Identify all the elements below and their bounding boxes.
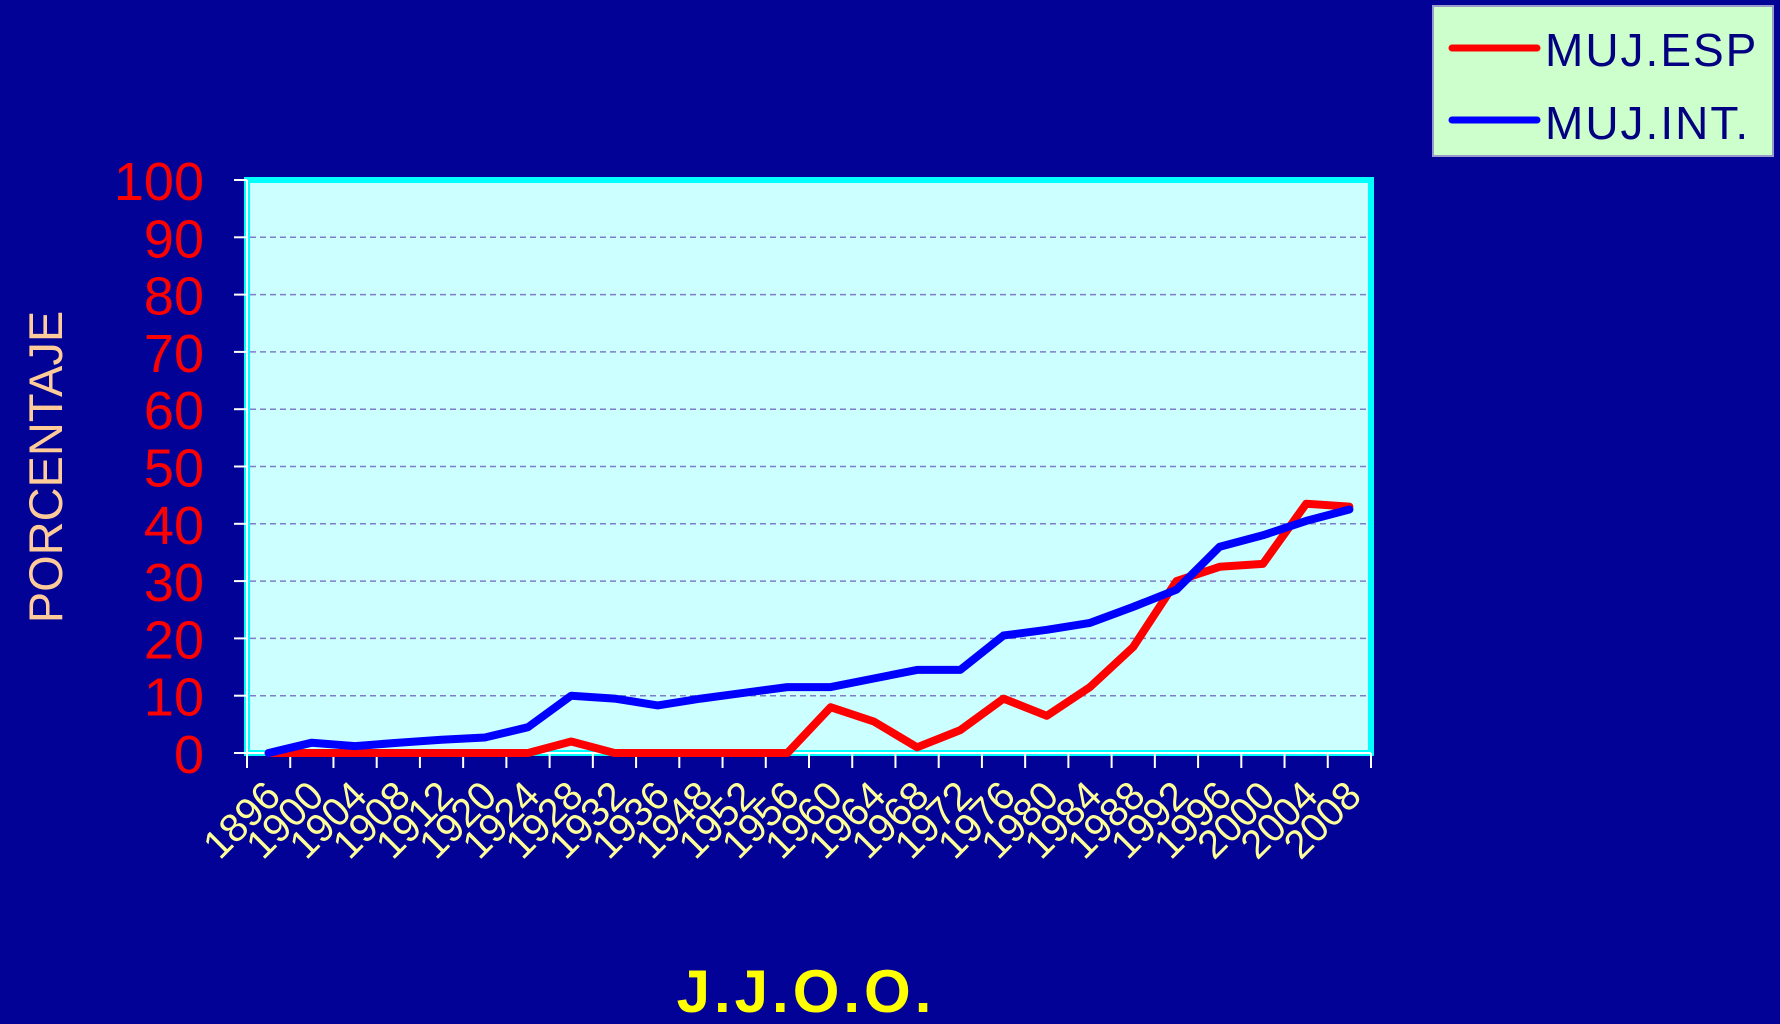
y-tick-label: 80 [144, 267, 204, 327]
plot-area [244, 177, 1374, 756]
y-tick-label: 90 [144, 209, 204, 269]
series-layer [264, 499, 1354, 757]
y-axis-label: PORCENTAJE [19, 311, 72, 624]
y-tick-label: 30 [144, 553, 204, 613]
legend: MUJ.ESP MUJ.INT. [1432, 5, 1774, 157]
series-line-muj-int [264, 505, 1354, 757]
legend-label-muj-int: MUJ.INT. [1545, 97, 1750, 149]
y-tick-label: 10 [144, 668, 204, 728]
legend-label-muj-esp: MUJ.ESP [1545, 24, 1758, 76]
y-tick-label: 50 [144, 439, 204, 499]
y-tick-label: 60 [144, 381, 204, 441]
y-tick-label: 100 [114, 152, 204, 212]
legend-box [1432, 5, 1774, 157]
y-tick-label: 0 [174, 725, 204, 785]
y-tick-label: 20 [144, 610, 204, 670]
y-tick-label: 70 [144, 324, 204, 384]
x-axis-label: J.J.O.O. [677, 958, 936, 1024]
y-tick-label: 40 [144, 496, 204, 556]
